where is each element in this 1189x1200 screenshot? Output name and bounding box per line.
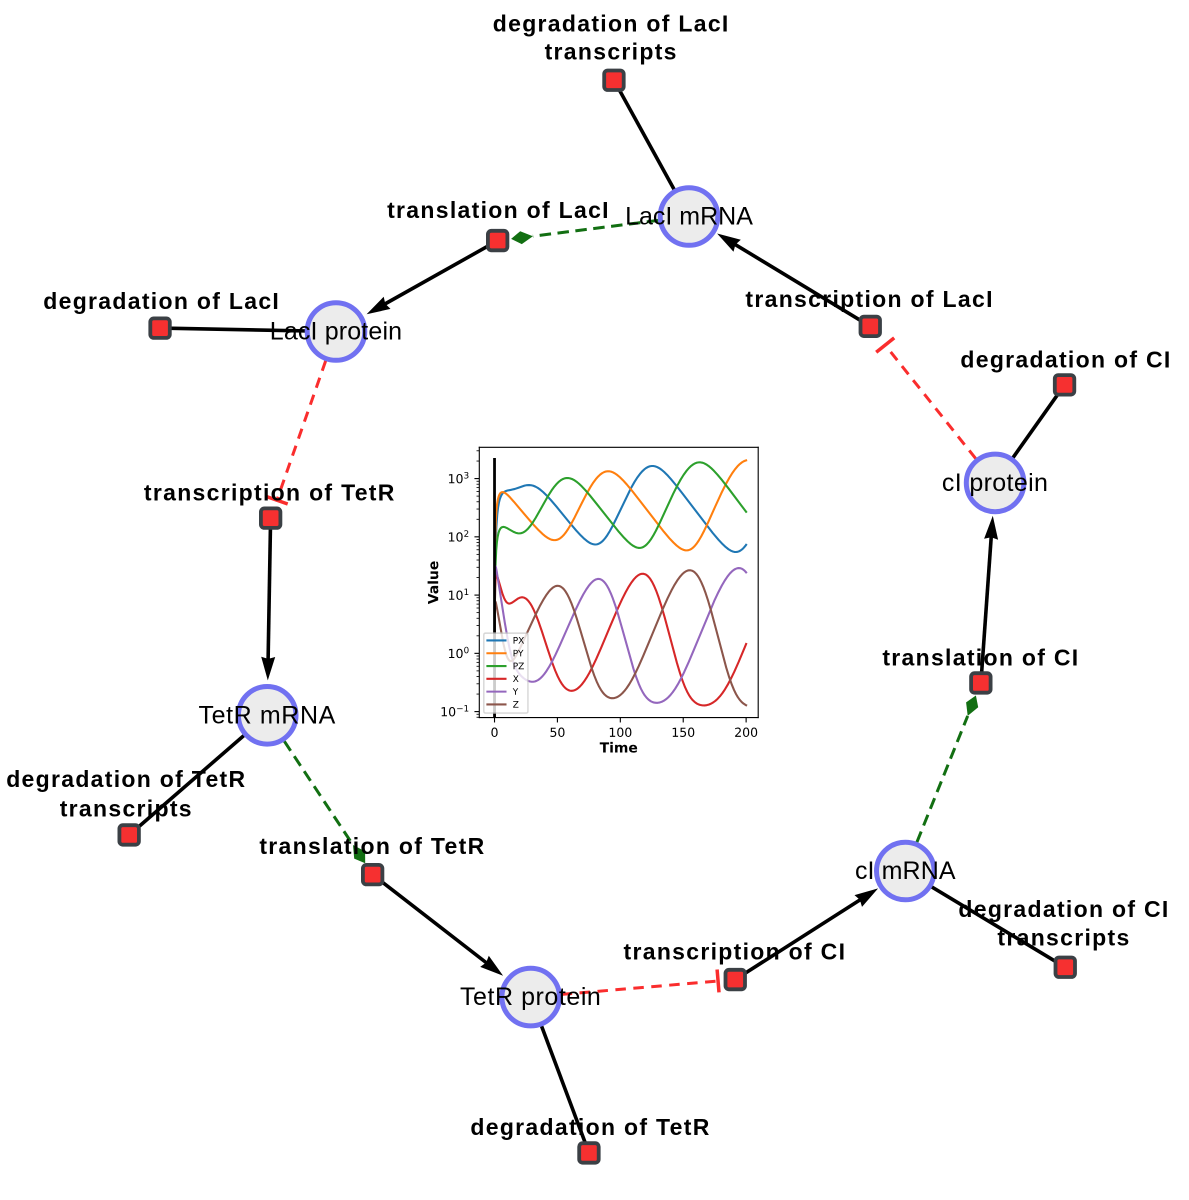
svg-text:degradation of TetR: degradation of TetR <box>470 1114 710 1140</box>
svg-text:transcripts: transcripts <box>545 39 678 65</box>
svg-text:translation of TetR: translation of TetR <box>259 833 485 859</box>
svg-text:transcripts: transcripts <box>60 795 193 821</box>
svg-text:transcription of CI: transcription of CI <box>624 939 847 965</box>
svg-text:LacI protein: LacI protein <box>270 318 402 346</box>
svg-text:degradation of LacI: degradation of LacI <box>493 11 730 37</box>
svg-text:translation of CI: translation of CI <box>882 644 1079 670</box>
svg-text:TetR protein: TetR protein <box>460 983 601 1011</box>
svg-text:degradation of CI: degradation of CI <box>960 346 1171 372</box>
svg-text:cI mRNA: cI mRNA <box>855 857 956 885</box>
svg-text:degradation of LacI: degradation of LacI <box>43 288 280 314</box>
svg-text:cI protein: cI protein <box>942 469 1048 497</box>
svg-text:transcripts: transcripts <box>997 925 1130 951</box>
svg-text:translation of LacI: translation of LacI <box>387 197 610 223</box>
svg-text:TetR mRNA: TetR mRNA <box>199 701 336 729</box>
svg-text:transcription of LacI: transcription of LacI <box>745 286 993 312</box>
svg-text:degradation of TetR: degradation of TetR <box>6 766 246 792</box>
svg-text:LacI mRNA: LacI mRNA <box>625 203 753 231</box>
svg-text:transcription of TetR: transcription of TetR <box>144 479 396 505</box>
svg-text:degradation of CI: degradation of CI <box>958 896 1169 922</box>
